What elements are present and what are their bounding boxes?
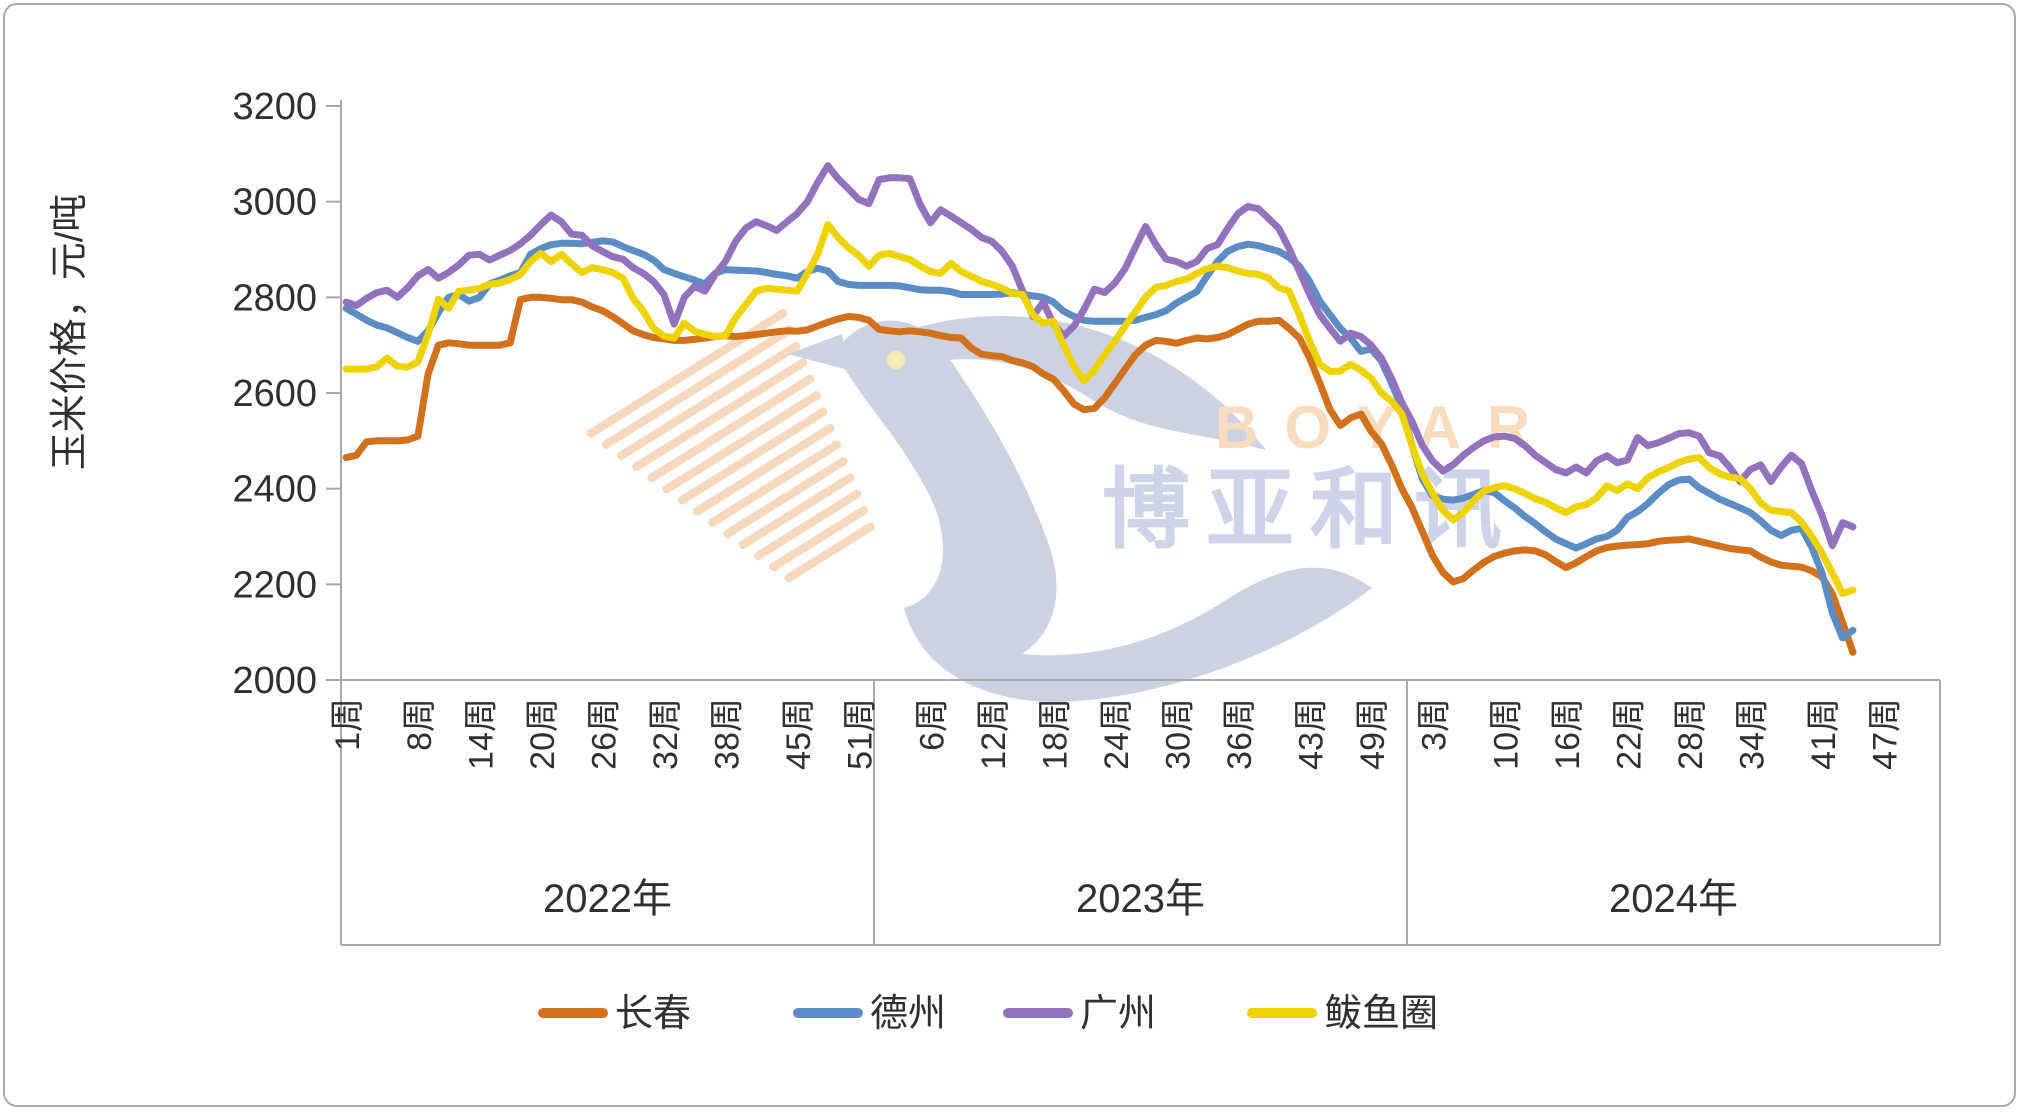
week-tick-label: 36周 xyxy=(1221,698,1259,770)
y-tick-label: 2800 xyxy=(232,277,317,319)
y-tick-label: 2600 xyxy=(232,373,317,415)
y-tick-label: 3000 xyxy=(232,182,317,224)
week-tick-label: 47周 xyxy=(1867,698,1905,770)
week-tick-label: 8周 xyxy=(401,698,439,751)
week-tick-label: 28周 xyxy=(1672,698,1710,770)
bird-beak-icon xyxy=(788,334,848,370)
week-tick-label: 10周 xyxy=(1487,698,1525,770)
series-line-广州 xyxy=(342,162,1857,550)
legend: 长春 德州 广州 鲅鱼圈 xyxy=(538,993,1438,1035)
y-tick-label: 2000 xyxy=(232,660,317,702)
week-tick-label: 6周 xyxy=(913,698,951,751)
week-tick-label: 32周 xyxy=(647,698,685,770)
boyar-bird-logo xyxy=(788,316,1372,702)
week-tick-label: 51周 xyxy=(842,698,880,770)
legend-item-长春: 长春 xyxy=(538,993,691,1035)
week-tick-label: 14周 xyxy=(462,698,500,770)
legend-label: 长春 xyxy=(615,993,691,1035)
series-lines xyxy=(342,162,1857,656)
week-tick-label: 12周 xyxy=(975,698,1013,770)
legend-label: 德州 xyxy=(870,993,946,1035)
week-tick-label: 41周 xyxy=(1805,698,1843,770)
week-tick-label: 34周 xyxy=(1733,698,1771,770)
week-tick-label: 38周 xyxy=(708,698,746,770)
series-line-鲅鱼圈 xyxy=(342,221,1857,597)
y-tick-label: 2200 xyxy=(232,564,317,606)
legend-label: 广州 xyxy=(1080,993,1156,1035)
week-tick-label: 1周 xyxy=(329,698,367,751)
series-line-长春 xyxy=(342,293,1857,656)
week-tick-label: 24周 xyxy=(1098,698,1136,770)
legend-label: 鲅鱼圈 xyxy=(1324,993,1438,1035)
week-tick-label: 43周 xyxy=(1293,698,1331,770)
week-tick-label: 45周 xyxy=(780,698,818,770)
legend-item-广州: 广州 xyxy=(1003,993,1156,1035)
week-tick-label: 26周 xyxy=(585,698,623,770)
year-label: 2023年 xyxy=(1076,877,1205,921)
y-axis-labels: 3200 3000 2800 2600 2400 2200 2000 xyxy=(232,86,341,702)
week-tick-label: 49周 xyxy=(1354,698,1392,770)
y-axis-title: 玉米价格，元/吨 xyxy=(49,194,91,471)
y-tick-label: 2400 xyxy=(232,469,317,511)
legend-item-德州: 德州 xyxy=(793,993,946,1035)
watermark-stripes xyxy=(586,308,875,583)
axes xyxy=(340,100,1941,946)
series-line-德州 xyxy=(342,237,1857,642)
week-tick-label: 22周 xyxy=(1610,698,1648,770)
week-tick-label: 16周 xyxy=(1549,698,1587,770)
watermark-cjk-text: 博亚和讯 xyxy=(1102,460,1518,559)
week-tick-label: 18周 xyxy=(1036,698,1074,770)
week-tick-label: 30周 xyxy=(1159,698,1197,770)
y-tick-label: 3200 xyxy=(232,86,317,128)
legend-item-鲅鱼圈: 鲅鱼圈 xyxy=(1247,993,1438,1035)
year-label: 2022年 xyxy=(543,877,672,921)
week-tick-label: 3周 xyxy=(1416,698,1454,751)
year-label: 2024年 xyxy=(1609,877,1738,921)
week-tick-label: 20周 xyxy=(524,698,562,770)
x-axis-labels: 1周 8周 14周 20周 26周 32周 38周 45周 51周 2022年 6周 12周 18周 24… xyxy=(329,698,1905,921)
bird-eye-icon xyxy=(887,351,905,369)
